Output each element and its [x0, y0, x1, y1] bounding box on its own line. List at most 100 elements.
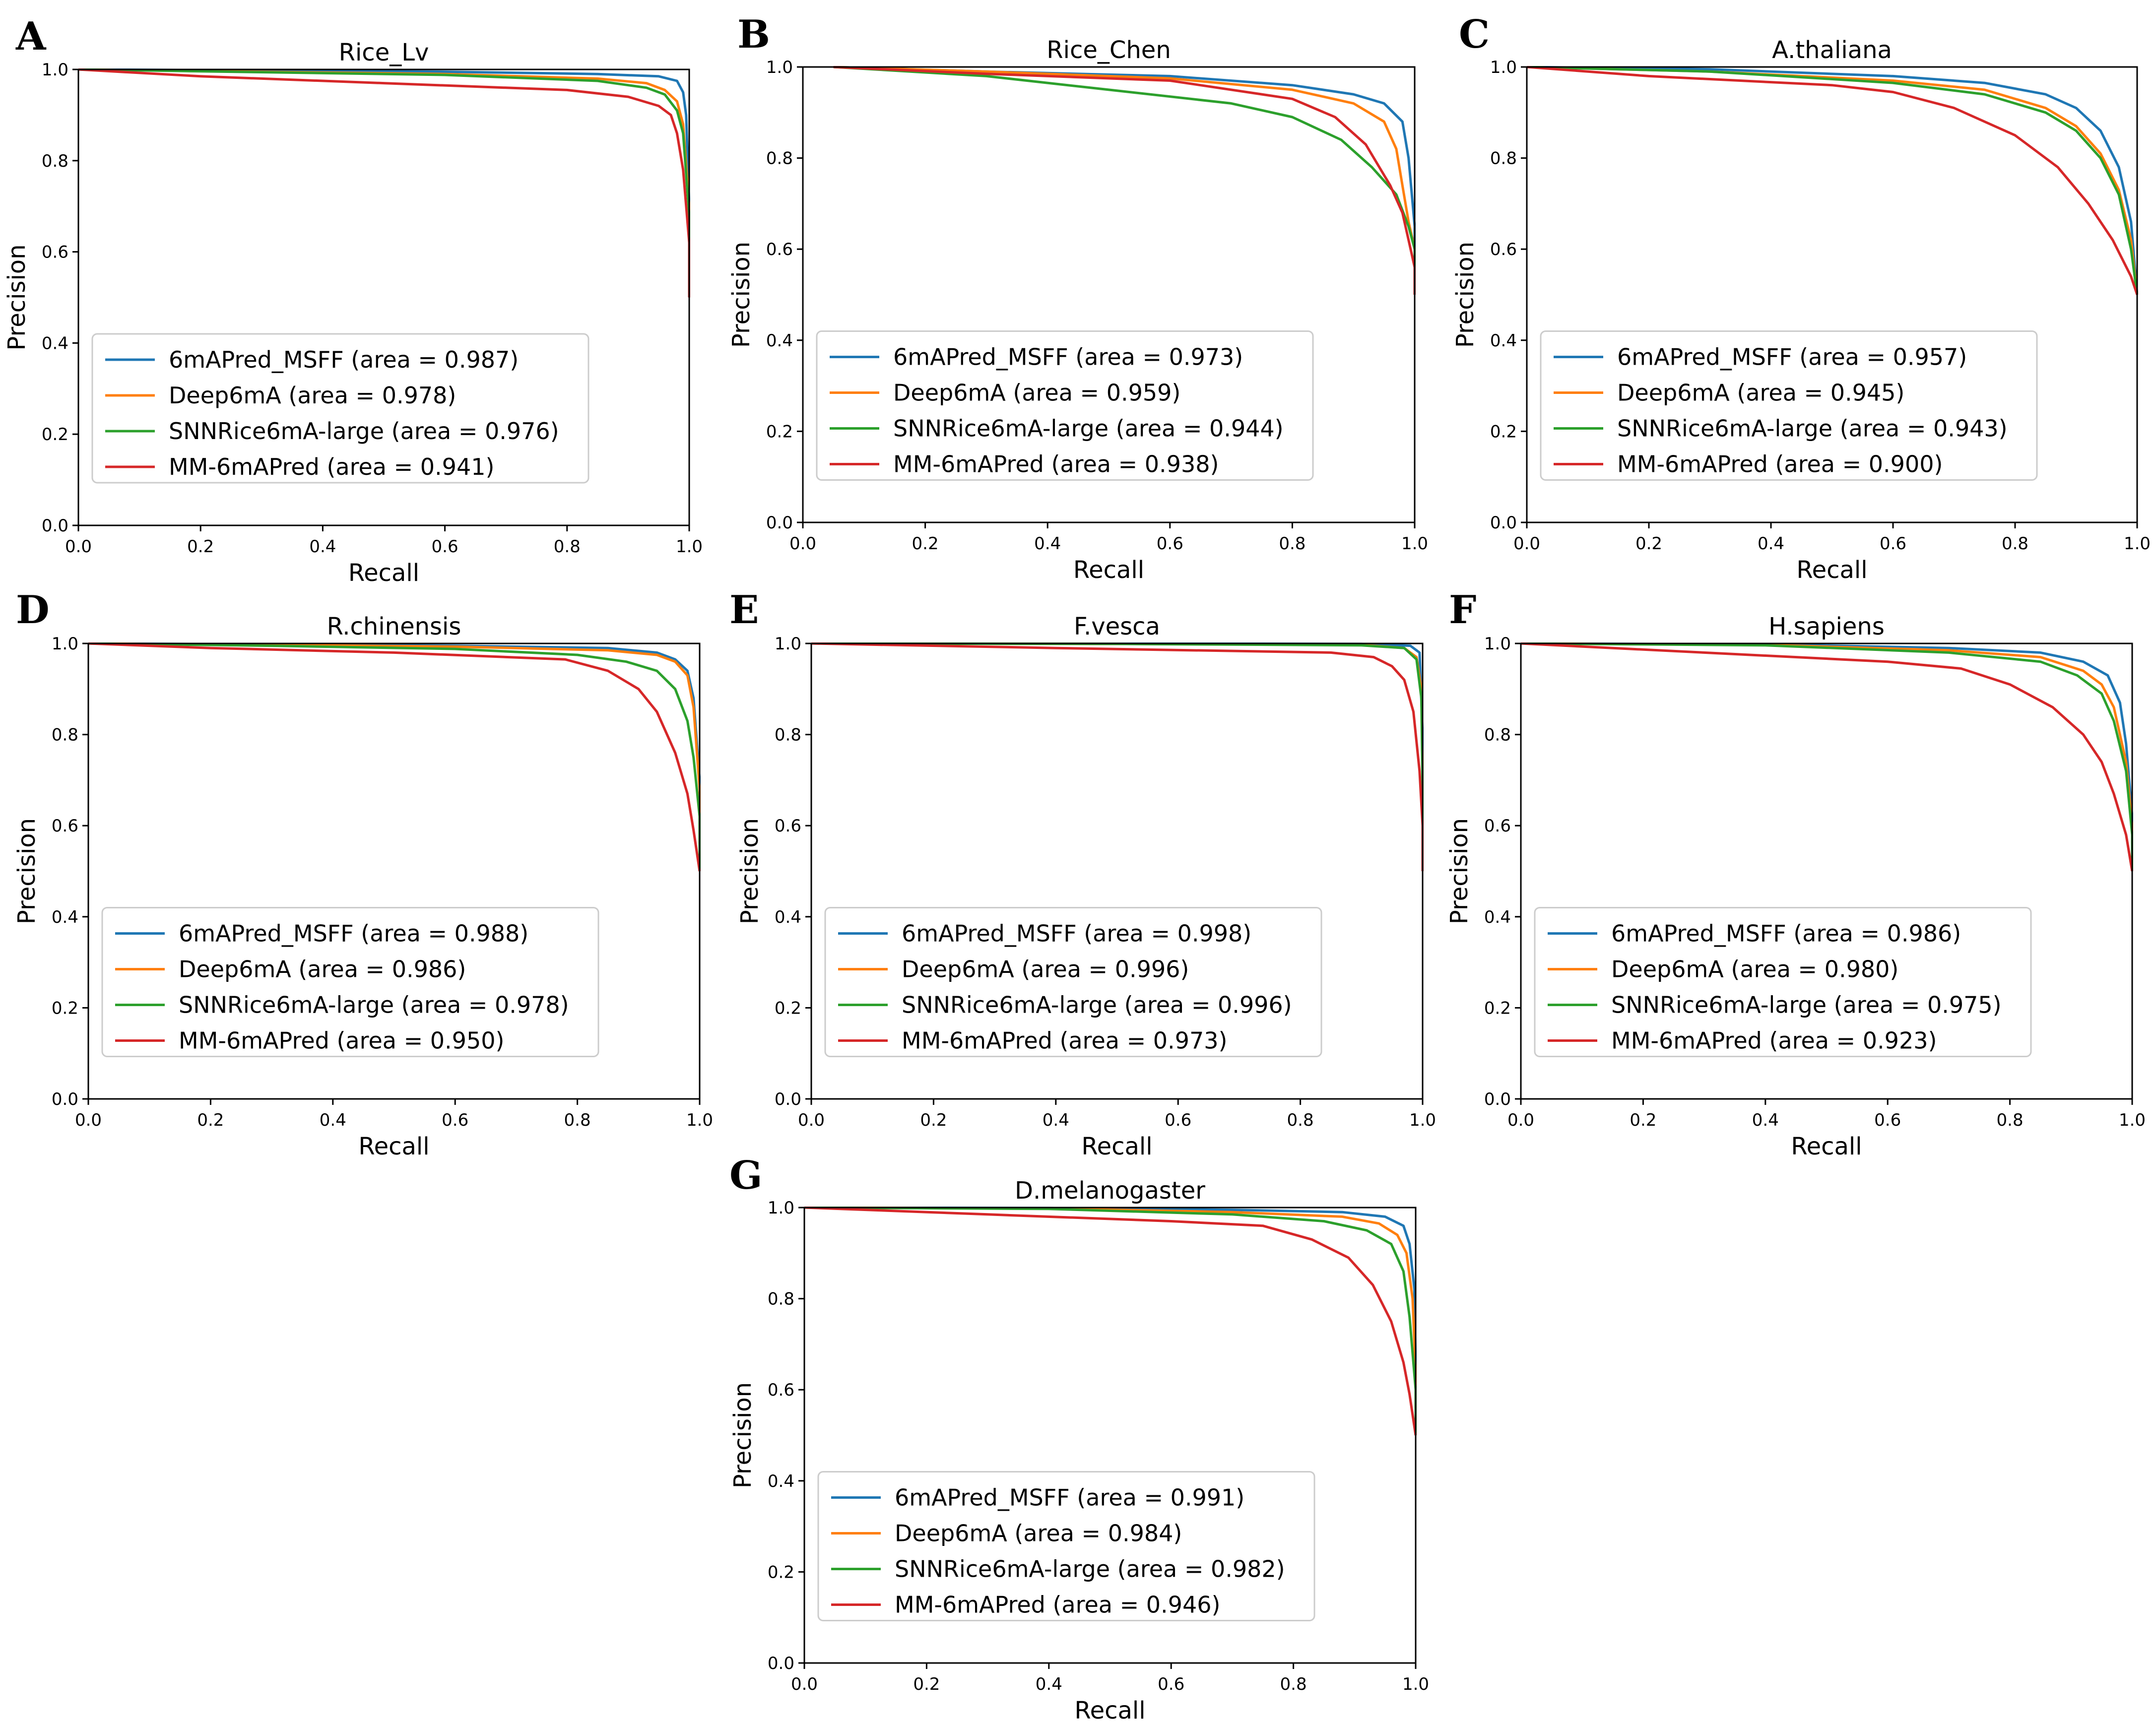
x-tick-label: 0.0: [75, 1110, 102, 1130]
x-tick-label: 0.4: [1034, 534, 1061, 554]
x-tick-label: 1.0: [676, 537, 703, 557]
y-tick-label: 0.2: [768, 1562, 794, 1582]
legend-entry: SNNRice6mA-large (area = 0.975): [1611, 991, 2002, 1018]
x-tick-label: 0.2: [1630, 1110, 1656, 1130]
chart-panel-f: F H.sapiens 0.0 0.2 0.4 0.6 0.8 1.0 0.0 0.2 0.4 0.6…: [1445, 587, 2146, 1160]
chart-title: Rice_Lv: [339, 39, 429, 66]
legend-entry: 6mAPred_MSFF (area = 0.998): [902, 920, 1251, 947]
y-tick-label: 1.0: [42, 60, 68, 80]
y-tick-label: 1.0: [1490, 58, 1517, 77]
y-tick-label: 0.8: [768, 1289, 794, 1309]
legend-box: [1540, 330, 2038, 481]
x-tick-label: 0.0: [1507, 1110, 1534, 1130]
y-tick-label: 0.4: [1490, 331, 1517, 351]
series-line-1: [804, 1207, 1417, 1435]
x-tick-label: 0.0: [798, 1110, 825, 1130]
y-tick-label: 0.2: [775, 998, 801, 1018]
x-axis-label: Recall: [1081, 1133, 1152, 1160]
x-tick-label: 1.0: [1409, 1110, 1436, 1130]
plot-frame: [87, 642, 701, 1100]
legend-box: [817, 1471, 1315, 1621]
y-tick-label: 0.8: [766, 149, 793, 169]
x-axis-label: Recall: [1073, 556, 1144, 584]
y-tick-label: 0.6: [1490, 240, 1517, 259]
panel-letter: E: [729, 587, 759, 633]
panel-letter: D: [16, 587, 50, 633]
x-tick-label: 0.4: [1752, 1110, 1779, 1130]
legend-entry: 6mAPred_MSFF (area = 0.988): [179, 920, 528, 947]
plot-frame: [802, 66, 1416, 523]
x-tick-label: 0.6: [1158, 1674, 1184, 1694]
y-tick-label: 0.6: [1484, 816, 1511, 836]
chart-title: A.thaliana: [1772, 36, 1892, 64]
x-axis-label: Recall: [348, 559, 419, 587]
legend-entry: Deep6mA (area = 0.945): [1617, 379, 1904, 406]
x-tick-label: 0.6: [1165, 1110, 1191, 1130]
x-tick-label: 0.4: [320, 1110, 346, 1130]
y-tick-label: 1.0: [766, 58, 793, 77]
x-tick-label: 0.2: [920, 1110, 947, 1130]
chart-panel-e: E F.vesca 0.0 0.2 0.4 0.6 0.8 1.0 0.0 0.2 0.4 0.6 0.…: [729, 587, 1436, 1160]
legend-entry: SNNRice6mA-large (area = 0.996): [902, 991, 1292, 1018]
y-axis-label: Precision: [3, 244, 31, 350]
series-line-4: [804, 1207, 1417, 1436]
y-tick-label: 0.2: [42, 425, 68, 445]
chart-title: R.chinensis: [327, 613, 461, 640]
x-tick-label: 1.0: [1402, 1674, 1429, 1694]
y-tick-label: 0.0: [1490, 513, 1517, 533]
legend-box: [816, 330, 1314, 481]
series-line-4: [1526, 66, 2138, 295]
y-tick-label: 1.0: [52, 634, 78, 654]
y-tick-label: 0.8: [775, 725, 801, 745]
x-tick-label: 0.4: [1036, 1674, 1062, 1694]
legend-entry: 6mAPred_MSFF (area = 0.991): [895, 1484, 1244, 1511]
y-tick-label: 0.4: [775, 907, 801, 927]
y-tick-label: 0.2: [52, 998, 78, 1018]
y-tick-label: 0.2: [766, 422, 793, 442]
legend-entry: MM-6mAPred (area = 0.941): [169, 453, 494, 480]
series-line-1: [1520, 642, 2133, 871]
chart-panel-d: D R.chinensis 0.0 0.2 0.4 0.6 0.8 1.0 0.0 0.2 0.4 0…: [13, 587, 713, 1160]
x-tick-label: 1.0: [2124, 534, 2151, 554]
y-tick-label: 0.6: [768, 1380, 794, 1400]
legend-entry: 6mAPred_MSFF (area = 0.986): [1611, 920, 1961, 947]
y-tick-label: 0.0: [766, 513, 793, 533]
y-axis-label: Precision: [736, 818, 764, 924]
series-line-4: [1520, 642, 2133, 872]
series-line-1: [88, 642, 701, 871]
y-tick-label: 1.0: [1484, 634, 1511, 654]
series-line-2: [78, 68, 690, 298]
legend-entry: SNNRice6mA-large (area = 0.944): [893, 415, 1284, 442]
legend-entry: Deep6mA (area = 0.959): [893, 379, 1180, 406]
series-line-1: [811, 642, 1424, 871]
legend-box: [101, 906, 599, 1057]
series-line-2: [88, 642, 701, 871]
legend-entry: SNNRice6mA-large (area = 0.978): [179, 991, 569, 1018]
legend-entry: 6mAPred_MSFF (area = 0.957): [1617, 343, 1967, 370]
chart-title: D.melanogaster: [1015, 1177, 1205, 1205]
legend-entry: MM-6mAPred (area = 0.923): [1611, 1027, 1937, 1054]
legend-entry: MM-6mAPred (area = 0.950): [179, 1027, 504, 1054]
legend-box: [91, 333, 589, 484]
x-tick-label: 0.6: [1157, 534, 1183, 554]
y-tick-label: 0.8: [52, 725, 78, 745]
y-tick-label: 0.4: [766, 331, 793, 351]
legend-entry: 6mAPred_MSFF (area = 0.987): [169, 346, 519, 373]
x-tick-label: 0.0: [1513, 534, 1540, 554]
y-tick-label: 1.0: [775, 634, 801, 654]
x-tick-label: 0.4: [1758, 534, 1784, 554]
panel-letter: A: [15, 14, 47, 59]
legend-entry: MM-6mAPred (area = 0.973): [902, 1027, 1227, 1054]
series-line-3: [1526, 66, 2138, 295]
series-line-1: [78, 68, 690, 298]
x-tick-label: 0.4: [309, 537, 336, 557]
x-tick-label: 0.8: [1997, 1110, 2024, 1130]
x-tick-label: 1.0: [2119, 1110, 2146, 1130]
chart-panel-a: A Rice_Lv 0.0 0.2 0.4 0.6 0.8 1.0 0.0 0.2 0.4 0.6 0.…: [3, 14, 703, 587]
y-axis-label: Precision: [729, 1382, 757, 1488]
y-tick-label: 0.8: [42, 151, 68, 171]
legend: 6mAPred_MSFF (area = 0.998) Deep6mA (area…: [824, 906, 1322, 1057]
x-tick-label: 0.2: [197, 1110, 224, 1130]
panel-letter: B: [737, 12, 770, 57]
